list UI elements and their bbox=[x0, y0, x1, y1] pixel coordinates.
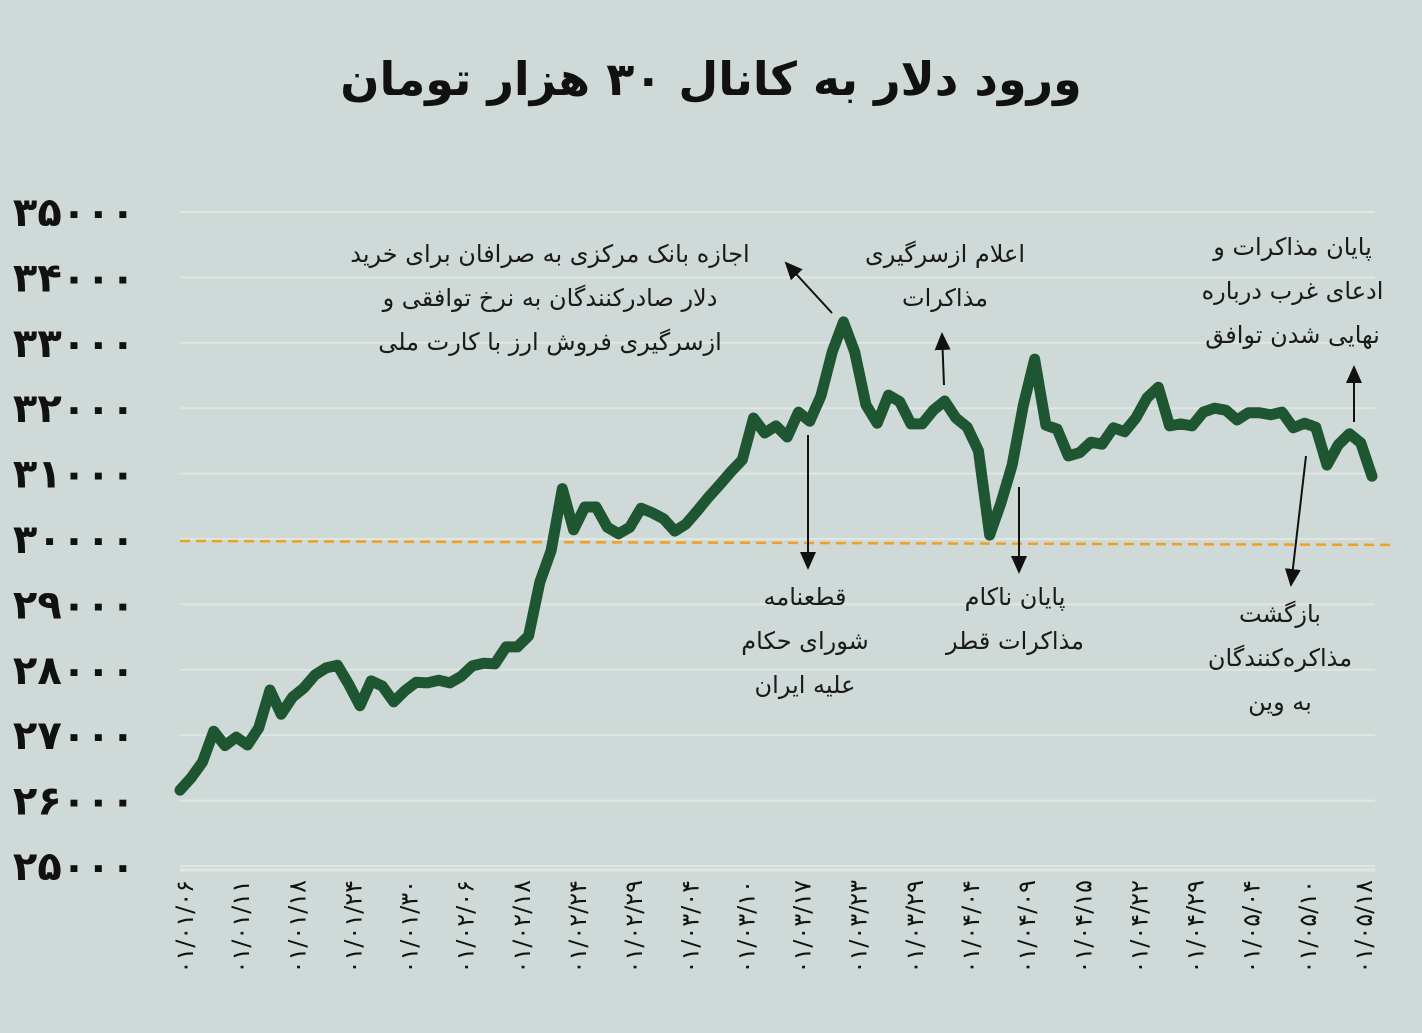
y-tick-label: ۳۵۰۰۰ bbox=[13, 190, 135, 236]
x-tick-label: ۰۱/۰۱/۱۱ bbox=[227, 880, 255, 974]
y-tick-label: ۲۸۰۰۰ bbox=[13, 648, 135, 694]
y-tick-label: ۳۰۰۰۰ bbox=[13, 517, 135, 563]
x-tick-label: ۰۱/۰۲/۱۸ bbox=[508, 880, 536, 974]
x-tick-label: ۰۱/۰۱/۱۸ bbox=[283, 880, 311, 974]
annotation-line: قطعنامه bbox=[763, 583, 847, 611]
annotation-line: اعلام ازسرگیری bbox=[864, 240, 1026, 268]
arrow-resume-talks bbox=[934, 332, 951, 386]
y-tick-label: ۲۹۰۰۰ bbox=[13, 582, 135, 628]
x-tick-label: ۰۱/۰۳/۲۹ bbox=[901, 880, 929, 974]
annotation-line: شورای حکام bbox=[741, 627, 869, 655]
annotation-resume-talks: اعلام ازسرگیری مذاکرات bbox=[850, 232, 1040, 320]
annotation-arrows bbox=[784, 261, 1362, 587]
annotation-line: مذاکرات bbox=[901, 284, 989, 312]
annotation-line: دلار صادرکنندگان به نرخ توافقی و bbox=[382, 284, 718, 312]
y-tick-label: ۲۵۰۰۰ bbox=[13, 844, 135, 890]
x-tick-label: ۰۱/۰۲/۰۶ bbox=[452, 880, 480, 974]
annotation-line: به وین bbox=[1248, 688, 1312, 716]
x-tick-label: ۰۱/۰۳/۱۰ bbox=[732, 880, 760, 974]
x-tick-label: ۰۱/۰۳/۲۳ bbox=[845, 880, 873, 974]
y-tick-label: ۳۱۰۰۰ bbox=[13, 452, 135, 498]
annotation-line: پایان مذاکرات و bbox=[1213, 233, 1372, 261]
arrow-central-bank bbox=[784, 261, 833, 314]
x-tick-label: ۰۱/۰۳/۱۷ bbox=[789, 880, 817, 974]
y-tick-label: ۲۶۰۰۰ bbox=[13, 779, 135, 825]
annotation-line: اجازه بانک مرکزی به صرافان برای خرید bbox=[350, 240, 750, 268]
x-tick-label: ۰۱/۰۴/۰۴ bbox=[957, 880, 985, 974]
annotation-qatar-talks: پایان ناکام مذاکرات قطر bbox=[930, 575, 1100, 663]
y-tick-label: ۳۴۰۰۰ bbox=[13, 255, 135, 301]
annotation-line: مذاکرات قطر bbox=[945, 627, 1085, 655]
annotation-line: علیه ایران bbox=[754, 671, 856, 699]
annotation-line: بازگشت bbox=[1239, 600, 1321, 628]
threshold-30000-line bbox=[179, 539, 1391, 547]
x-tick-label: ۰۱/۰۲/۲۹ bbox=[620, 880, 648, 974]
dollar-price-line bbox=[174, 316, 1378, 796]
x-tick-label: ۰۱/۰۱/۰۶ bbox=[171, 880, 199, 974]
annotation-line: نهایی شدن توافق bbox=[1205, 321, 1380, 349]
x-tick-label: ۰۱/۰۱/۳۰ bbox=[396, 880, 424, 974]
y-tick-label: ۲۷۰۰۰ bbox=[13, 713, 135, 759]
annotation-line: مذاکره‌کنندگان bbox=[1207, 644, 1353, 672]
arrow-return-vienna bbox=[1284, 455, 1307, 587]
annotation-line: پایان ناکام bbox=[964, 583, 1066, 611]
chart-title: ورود دلار به کانال ۳۰ هزار تومان bbox=[340, 52, 1082, 106]
annotation-iaea-resolution: قطعنامه شورای حکام علیه ایران bbox=[720, 575, 890, 707]
x-tick-label: ۰۱/۰۱/۲۴ bbox=[339, 880, 367, 974]
x-tick-label: ۰۱/۰۴/۲۹ bbox=[1182, 880, 1210, 974]
x-tick-label: ۰۱/۰۵/۱۰ bbox=[1294, 880, 1322, 974]
x-tick-label: ۰۱/۰۲/۲۴ bbox=[564, 880, 592, 974]
annotation-line: ازسرگیری فروش ارز با کارت ملی bbox=[378, 328, 722, 356]
x-tick-label: ۰۱/۰۳/۰۴ bbox=[676, 880, 704, 974]
x-tick-label: ۰۱/۰۵/۰۴ bbox=[1238, 880, 1266, 974]
y-tick-label: ۳۲۰۰۰ bbox=[13, 386, 135, 432]
annotation-return-vienna: بازگشت مذاکره‌کنندگان به وین bbox=[1185, 592, 1375, 724]
annotation-line: ادعای غرب درباره bbox=[1201, 277, 1384, 305]
x-tick-label: ۰۱/۰۴/۲۲ bbox=[1125, 880, 1153, 974]
x-tick-label: ۰۱/۰۴/۰۹ bbox=[1013, 880, 1041, 974]
y-tick-label: ۳۳۰۰۰ bbox=[13, 321, 135, 367]
x-tick-label: ۰۱/۰۵/۱۸ bbox=[1350, 880, 1378, 974]
annotation-end-talks: پایان مذاکرات و ادعای غرب درباره نهایی ش… bbox=[1185, 225, 1400, 357]
x-tick-label: ۰۱/۰۴/۱۵ bbox=[1069, 880, 1097, 974]
annotation-central-bank: اجازه بانک مرکزی به صرافان برای خرید دلا… bbox=[320, 232, 780, 364]
